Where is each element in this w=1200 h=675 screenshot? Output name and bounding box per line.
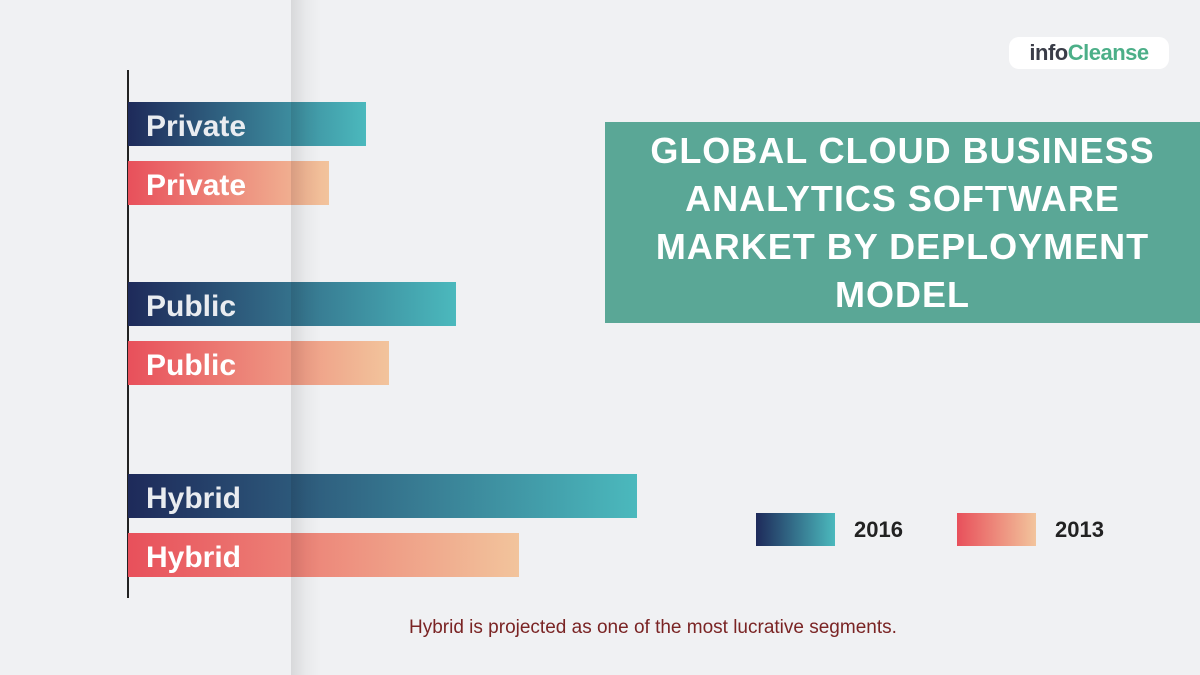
logo-text-info: info	[1029, 40, 1068, 65]
logo-text-cleanse: Cleanse	[1067, 40, 1149, 65]
title-banner: GLOBAL CLOUD BUSINESS ANALYTICS SOFTWARE…	[605, 122, 1200, 323]
bar-public-2013	[128, 341, 389, 385]
bar-label-hybrid-2016: Hybrid	[146, 482, 241, 515]
footnote: Hybrid is projected as one of the most l…	[409, 617, 897, 638]
legend-item-2016: 2016	[756, 513, 903, 546]
legend-label-2013: 2013	[1055, 516, 1104, 542]
bar-hybrid-2013	[128, 533, 519, 577]
bar-label-private-2013: Private	[146, 169, 246, 202]
bar-hybrid-2016	[128, 474, 637, 518]
bar-private-2013	[128, 161, 329, 205]
chart-title: GLOBAL CLOUD BUSINESS ANALYTICS SOFTWARE…	[650, 129, 1155, 315]
bar-label-public-2016: Public	[146, 290, 236, 323]
legend-label-2016: 2016	[854, 516, 903, 542]
infocleanse-logo: info Cleanse	[1009, 37, 1169, 69]
legend-item-2013: 2013	[957, 513, 1104, 546]
legend-swatch-2016	[756, 513, 835, 546]
bar-label-hybrid-2013: Hybrid	[146, 541, 241, 574]
bar-label-public-2013: Public	[146, 349, 236, 382]
legend-swatch-2013	[957, 513, 1036, 546]
bar-label-private-2016: Private	[146, 110, 246, 143]
bar-private-2016	[128, 102, 366, 146]
bar-public-2016	[128, 282, 456, 326]
